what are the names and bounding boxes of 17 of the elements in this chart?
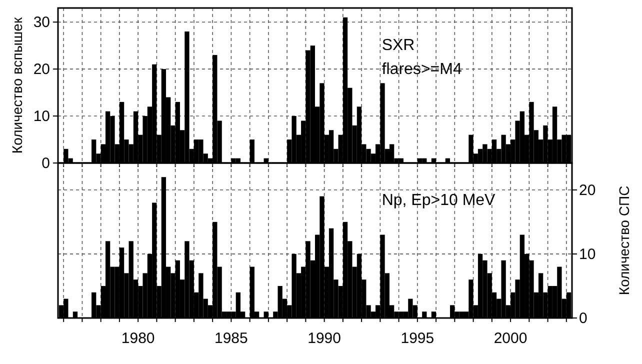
y-tick-label: 20	[33, 61, 50, 78]
annotation: SXR	[382, 37, 415, 54]
y2-tick-label: 0	[579, 310, 588, 327]
y-tick-label: 30	[33, 14, 50, 32]
x-tick-label: 1980	[121, 330, 155, 347]
y2-tick-label: 10	[579, 246, 596, 263]
y-tick-label: 0	[42, 155, 50, 172]
y-tick-label: 10	[33, 108, 50, 126]
x-tick-label: 1995	[400, 330, 434, 347]
y2-axis-title: Количество СПС	[616, 186, 632, 296]
annotation: flares>=M4	[382, 61, 462, 78]
y-axis-title: Количество вспышек	[9, 16, 25, 154]
x-tick-label: 2000	[494, 330, 528, 347]
x-tick-label: 1985	[214, 330, 248, 347]
annotation: Np, Ep>10 MeV	[382, 192, 496, 209]
y2-tick-label: 20	[579, 182, 596, 199]
x-tick-label: 1990	[308, 330, 341, 347]
